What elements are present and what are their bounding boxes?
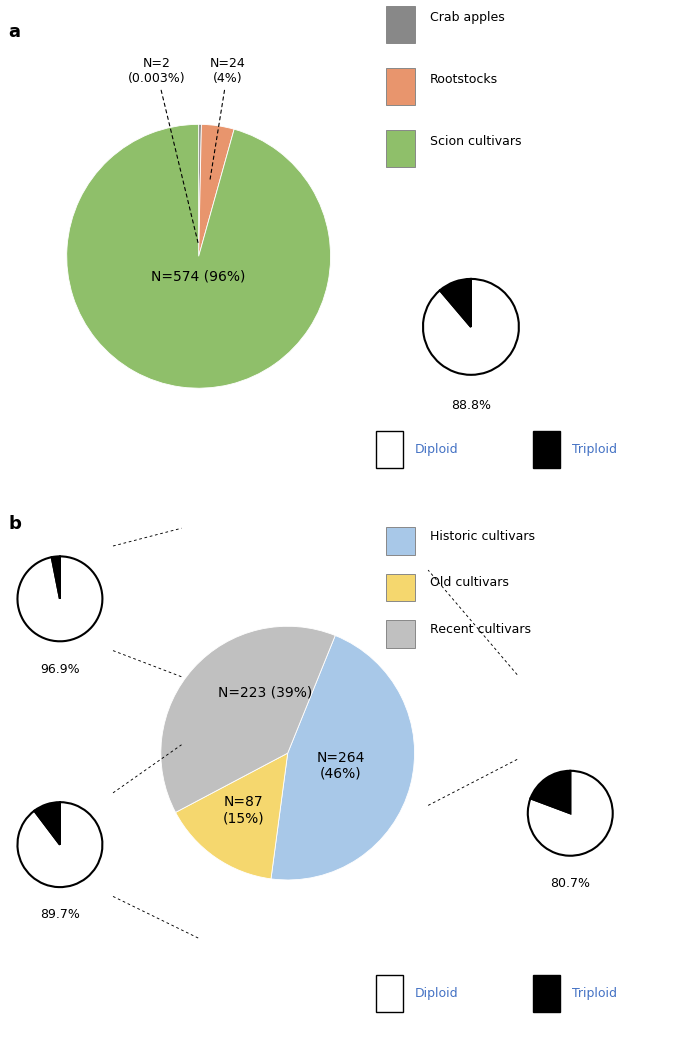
FancyBboxPatch shape — [376, 975, 403, 1013]
FancyBboxPatch shape — [386, 620, 415, 647]
Text: Rootstocks: Rootstocks — [429, 73, 498, 86]
FancyBboxPatch shape — [386, 68, 415, 105]
Text: N=2
(0.003%): N=2 (0.003%) — [127, 56, 198, 243]
Wedge shape — [528, 771, 612, 856]
Text: N=87
(15%): N=87 (15%) — [223, 795, 264, 825]
Wedge shape — [199, 124, 201, 256]
Text: Crab apples: Crab apples — [429, 12, 504, 24]
Wedge shape — [66, 124, 331, 388]
Wedge shape — [530, 771, 571, 814]
Text: Recent cultivars: Recent cultivars — [429, 622, 531, 636]
Wedge shape — [51, 556, 60, 598]
Text: Diploid: Diploid — [415, 987, 459, 1000]
Text: N=24
(4%): N=24 (4%) — [210, 56, 245, 182]
Wedge shape — [423, 279, 519, 374]
Wedge shape — [440, 279, 471, 326]
FancyBboxPatch shape — [533, 975, 560, 1013]
Wedge shape — [161, 627, 335, 813]
Wedge shape — [18, 556, 102, 641]
Text: N=223 (39%): N=223 (39%) — [218, 685, 312, 699]
Text: 89.7%: 89.7% — [40, 908, 80, 922]
Text: Old cultivars: Old cultivars — [429, 576, 508, 589]
Wedge shape — [175, 753, 288, 879]
FancyBboxPatch shape — [376, 431, 403, 468]
Wedge shape — [199, 124, 234, 256]
Text: Historic cultivars: Historic cultivars — [429, 529, 534, 543]
Text: a: a — [8, 23, 21, 41]
FancyBboxPatch shape — [533, 431, 560, 468]
Wedge shape — [271, 636, 414, 880]
Text: Diploid: Diploid — [415, 444, 459, 456]
Text: N=264
(46%): N=264 (46%) — [316, 751, 365, 781]
FancyBboxPatch shape — [386, 574, 415, 601]
Text: 80.7%: 80.7% — [550, 877, 590, 890]
Text: 96.9%: 96.9% — [40, 662, 79, 676]
Text: Triploid: Triploid — [572, 444, 617, 456]
FancyBboxPatch shape — [386, 6, 415, 43]
Wedge shape — [34, 802, 60, 845]
Text: N=574 (96%): N=574 (96%) — [151, 269, 246, 283]
FancyBboxPatch shape — [386, 527, 415, 555]
FancyBboxPatch shape — [386, 130, 415, 166]
Wedge shape — [18, 802, 102, 887]
Text: 88.8%: 88.8% — [451, 399, 491, 412]
Text: b: b — [8, 515, 21, 532]
Text: Triploid: Triploid — [572, 987, 617, 1000]
Text: Scion cultivars: Scion cultivars — [429, 135, 521, 147]
